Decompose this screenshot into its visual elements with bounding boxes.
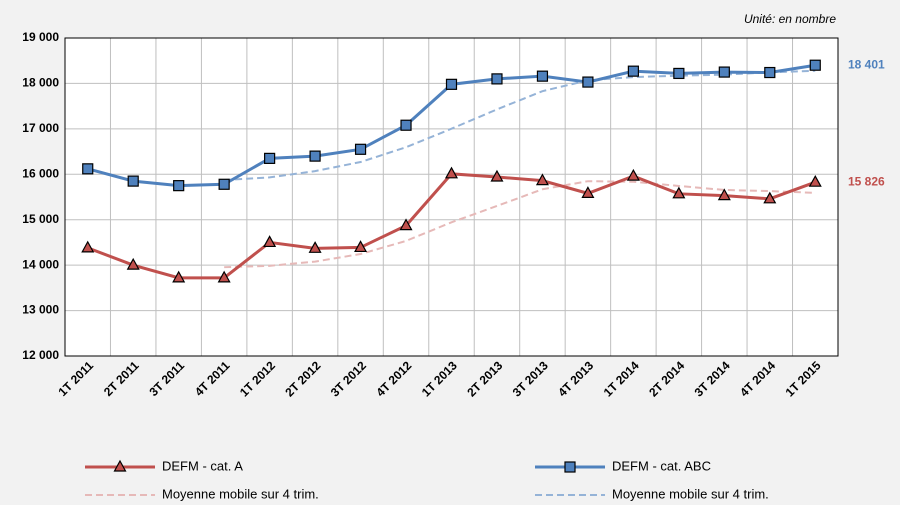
x-tick-label: 3T 2013 bbox=[510, 358, 551, 399]
point-marker bbox=[354, 240, 368, 253]
x-tick-label: 4T 2013 bbox=[555, 358, 596, 399]
point-marker bbox=[127, 175, 139, 187]
plot-border bbox=[64, 37, 839, 357]
point-marker bbox=[126, 257, 140, 270]
end-label: 15 826 bbox=[848, 174, 885, 188]
point-marker bbox=[354, 143, 367, 155]
x-tick-label: 1T 2011 bbox=[56, 358, 97, 399]
point-marker bbox=[444, 166, 459, 179]
x-tick-label: 2T 2014 bbox=[646, 358, 687, 399]
point-marker bbox=[718, 66, 730, 78]
point-marker bbox=[672, 186, 686, 199]
point-marker bbox=[809, 59, 821, 71]
legend-label: DEFM - cat. ABC bbox=[612, 458, 711, 473]
x-tick-label: 2T 2013 bbox=[464, 358, 505, 399]
series-line bbox=[224, 69, 816, 181]
y-tick-label: 13 000 bbox=[22, 303, 59, 317]
point-marker bbox=[673, 67, 685, 80]
point-marker bbox=[81, 240, 95, 253]
point-marker bbox=[400, 119, 412, 131]
x-tick-label: 1T 2015 bbox=[783, 358, 824, 399]
plot-area bbox=[65, 38, 838, 356]
y-tick-label: 19 000 bbox=[22, 30, 59, 44]
point-marker bbox=[717, 188, 731, 201]
point-marker bbox=[536, 70, 549, 82]
point-marker bbox=[309, 150, 321, 162]
point-marker bbox=[399, 218, 413, 231]
point-marker bbox=[82, 163, 94, 175]
y-tick-label: 18 000 bbox=[22, 76, 59, 90]
point-marker bbox=[581, 186, 595, 198]
legend-label: Moyenne mobile sur 4 trim. bbox=[612, 486, 769, 501]
point-marker bbox=[172, 270, 186, 283]
legend-label: Moyenne mobile sur 4 trim. bbox=[162, 486, 319, 501]
point-marker bbox=[535, 173, 549, 186]
end-label: 18 401 bbox=[848, 57, 885, 71]
point-marker bbox=[173, 180, 185, 192]
y-tick-label: 14 000 bbox=[22, 257, 59, 271]
point-marker bbox=[445, 78, 458, 90]
x-tick-label: 4T 2014 bbox=[737, 358, 778, 399]
x-tick-label: 4T 2012 bbox=[373, 358, 414, 399]
point-marker bbox=[264, 152, 276, 164]
point-marker bbox=[308, 241, 322, 253]
point-marker bbox=[491, 73, 503, 85]
x-tick-label: 1T 2014 bbox=[601, 358, 642, 399]
x-tick-label: 3T 2012 bbox=[328, 358, 369, 399]
point-marker bbox=[490, 169, 504, 182]
point-marker bbox=[764, 66, 776, 79]
point-marker bbox=[763, 191, 777, 204]
legend-marker bbox=[113, 459, 127, 472]
point-marker bbox=[218, 178, 230, 190]
y-tick-label: 15 000 bbox=[22, 212, 59, 226]
x-tick-label: 1T 2013 bbox=[419, 358, 460, 399]
x-tick-label: 2T 2011 bbox=[101, 358, 142, 399]
x-tick-label: 3T 2011 bbox=[146, 358, 187, 399]
legend-marker bbox=[564, 461, 576, 473]
x-tick-label: 2T 2012 bbox=[282, 358, 323, 399]
y-tick-label: 17 000 bbox=[22, 121, 59, 135]
point-marker bbox=[627, 65, 639, 77]
x-tick-label: 1T 2012 bbox=[237, 358, 278, 399]
legend-label: DEFM - cat. A bbox=[162, 458, 243, 473]
y-tick-label: 12 000 bbox=[22, 348, 59, 362]
point-marker bbox=[263, 235, 277, 248]
point-marker bbox=[582, 76, 594, 88]
point-marker bbox=[808, 174, 822, 187]
unit-note: Unité: en nombre bbox=[744, 12, 836, 26]
y-tick-label: 16 000 bbox=[22, 166, 59, 180]
point-marker bbox=[626, 168, 640, 181]
point-marker bbox=[217, 270, 231, 283]
x-tick-label: 4T 2011 bbox=[192, 358, 233, 399]
x-tick-label: 3T 2014 bbox=[692, 358, 733, 399]
